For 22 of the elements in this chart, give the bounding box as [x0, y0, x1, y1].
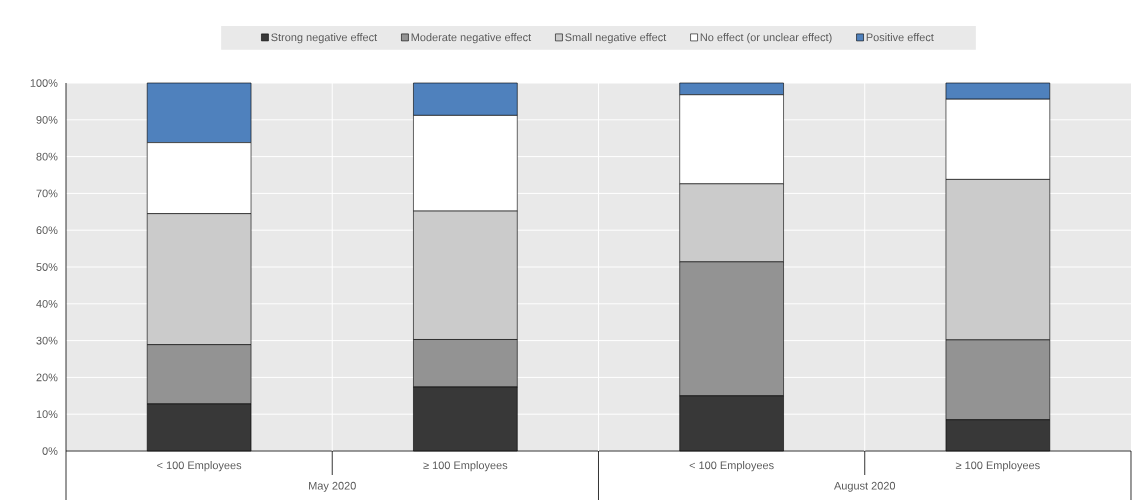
- y-tick-label: 60%: [36, 226, 58, 235]
- y-tick-label: 30%: [36, 336, 58, 345]
- y-tick-label: 10%: [36, 410, 58, 419]
- text: May 2020: [309, 481, 356, 492]
- x-tick-label: ≥ 100 Employees: [423, 461, 508, 472]
- legend-label: No effect (or unclear effect): [700, 33, 832, 44]
- x-tick-label: < 100 Employees: [689, 461, 774, 472]
- x-tick-label: < 100 Employees: [157, 461, 242, 472]
- legend-label: Positive effect: [866, 33, 934, 42]
- y-tick-label: 100%: [30, 79, 58, 87]
- y-tick-label: 90%: [36, 115, 58, 124]
- y-tick-label: 80%: [36, 152, 58, 161]
- y-tick-label: 50%: [36, 263, 58, 271]
- y-tick-label: 20%: [36, 373, 58, 382]
- legend-label: Moderate negative effect: [411, 33, 532, 44]
- y-tick-label: 0%: [42, 447, 58, 455]
- legend-label: Strong negative effect: [271, 33, 378, 44]
- x-tick-label: ≥ 100 Employees: [955, 461, 1040, 472]
- legend-label: Small negative effect: [565, 33, 667, 44]
- y-tick-label: 40%: [36, 299, 58, 308]
- text: August 2020: [833, 481, 896, 492]
- y-tick-label: 70%: [36, 189, 58, 198]
